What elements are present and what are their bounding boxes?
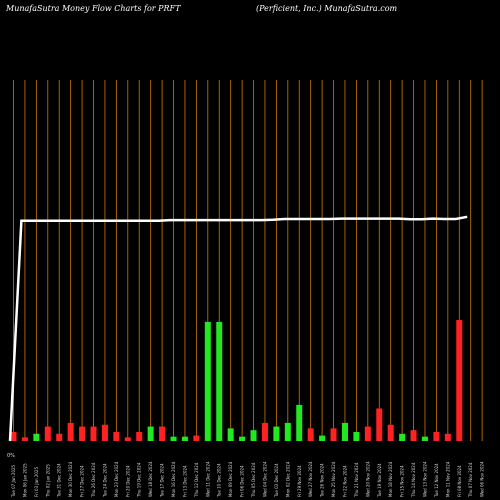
x-tick-label: Fri 03 Jan 2025 bbox=[34, 467, 39, 497]
money-flow-bar bbox=[261, 422, 268, 441]
x-tick-label: Mon 09 Dec 2024 bbox=[228, 461, 233, 497]
x-min-label: 0% bbox=[7, 453, 15, 459]
x-tick-label: Tue 10 Dec 2024 bbox=[217, 463, 222, 498]
money-flow-bar bbox=[33, 433, 40, 441]
money-flow-bar bbox=[147, 426, 154, 441]
money-flow-bar bbox=[193, 435, 200, 441]
money-flow-bar bbox=[387, 424, 394, 441]
x-tick-label: Mon 25 Nov 2024 bbox=[331, 461, 336, 497]
x-tick-label: Thu 19 Dec 2024 bbox=[137, 462, 142, 498]
money-flow-bar bbox=[433, 431, 440, 441]
x-tick-label: Thu 26 Dec 2024 bbox=[91, 462, 96, 498]
money-flow-bar bbox=[67, 422, 74, 441]
x-tick-label: Fri 20 Dec 2024 bbox=[125, 465, 130, 497]
money-flow-bar bbox=[444, 433, 451, 441]
x-tick-label: Tue 07 Jan 2025 bbox=[11, 464, 16, 498]
x-tick-label: Tue 17 Dec 2024 bbox=[160, 463, 165, 498]
x-tick-label: Fri 27 Dec 2024 bbox=[80, 465, 85, 497]
x-tick-label: Wed 27 Nov 2024 bbox=[308, 461, 313, 497]
x-tick-label: Wed 13 Nov 2024 bbox=[422, 461, 427, 497]
x-tick-label: Mon 23 Dec 2024 bbox=[114, 461, 119, 497]
money-flow-bar bbox=[10, 431, 17, 441]
money-flow-bar bbox=[181, 436, 188, 441]
money-flow-bar bbox=[239, 436, 246, 441]
money-flow-bar bbox=[319, 435, 326, 441]
money-flow-bar bbox=[90, 426, 97, 441]
x-tick-label: Wed 11 Dec 2024 bbox=[205, 461, 210, 497]
money-flow-bar bbox=[284, 422, 291, 441]
money-flow-bar bbox=[456, 320, 463, 441]
money-flow-bar bbox=[296, 404, 303, 441]
money-flow-bar bbox=[227, 428, 234, 441]
money-flow-bar bbox=[364, 426, 371, 441]
x-tick-label: Fri 13 Dec 2024 bbox=[182, 465, 187, 497]
money-flow-bar bbox=[170, 436, 177, 441]
money-flow-bar bbox=[353, 431, 360, 441]
money-flow-bar bbox=[250, 430, 257, 441]
x-tick-label: Wed 18 Dec 2024 bbox=[148, 461, 153, 497]
money-flow-bar bbox=[341, 422, 348, 441]
x-tick-label: Tue 24 Dec 2024 bbox=[102, 463, 107, 498]
x-tick-label: Fri 29 Nov 2024 bbox=[297, 465, 302, 497]
x-tick-label: Mon 18 Nov 2024 bbox=[388, 461, 393, 497]
chart-title: MunafaSutra Money Flow Charts for PRFT bbox=[6, 4, 181, 13]
x-tick-label: Thu 02 Jan 2025 bbox=[45, 464, 50, 498]
x-tick-label: Thu 07 Nov 2024 bbox=[468, 462, 473, 498]
price-line bbox=[8, 215, 468, 442]
x-tick-label: Tue 03 Dec 2024 bbox=[274, 463, 279, 498]
money-flow-bar bbox=[101, 424, 108, 441]
x-tick-label: Mon 06 Jan 2025 bbox=[22, 463, 27, 497]
x-tick-label: Fri 08 Nov 2024 bbox=[457, 465, 462, 497]
money-flow-bar bbox=[113, 431, 120, 441]
x-tick-label: Tue 26 Nov 2024 bbox=[320, 463, 325, 498]
money-flow-bar bbox=[136, 431, 143, 441]
x-tick-label: Mon 11 Nov 2024 bbox=[445, 461, 450, 497]
money-flow-bar bbox=[330, 428, 337, 441]
money-flow-bar bbox=[44, 426, 51, 441]
x-tick-label: Tue 31 Dec 2024 bbox=[57, 463, 62, 498]
money-flow-bar bbox=[307, 428, 314, 441]
money-flow-bar bbox=[376, 408, 383, 441]
money-flow-bar bbox=[399, 433, 406, 441]
money-flow-bar bbox=[410, 430, 417, 441]
x-tick-label: Tue 19 Nov 2024 bbox=[377, 463, 382, 498]
x-tick-label: Wed 04 Dec 2024 bbox=[262, 461, 267, 497]
x-tick-label: Wed 06 Nov 2024 bbox=[480, 461, 485, 497]
x-tick-label: Tue 12 Nov 2024 bbox=[434, 463, 439, 498]
money-flow-bar bbox=[21, 437, 28, 441]
money-flow-bar bbox=[273, 426, 280, 441]
x-tick-label: Mon 30 Dec 2024 bbox=[68, 461, 73, 497]
x-tick-label: Fri 06 Dec 2024 bbox=[240, 465, 245, 497]
x-tick-label: Thu 12 Dec 2024 bbox=[194, 462, 199, 498]
money-flow-bar bbox=[204, 321, 211, 441]
x-tick-label: Mon 02 Dec 2024 bbox=[285, 461, 290, 497]
x-tick-label: Thu 21 Nov 2024 bbox=[354, 462, 359, 498]
x-tick-label: Thu 05 Dec 2024 bbox=[251, 462, 256, 498]
money-flow-bar bbox=[159, 426, 166, 441]
chart-subtitle: (Perficient, Inc.) MunafaSutra.com bbox=[256, 4, 398, 13]
money-flow-bar bbox=[216, 321, 223, 441]
x-tick-label: Mon 16 Dec 2024 bbox=[171, 461, 176, 497]
x-tick-label: Thu 14 Nov 2024 bbox=[411, 462, 416, 498]
money-flow-bar bbox=[79, 426, 86, 441]
money-flow-bar bbox=[421, 436, 428, 441]
x-tick-label: Fri 22 Nov 2024 bbox=[342, 465, 347, 497]
money-flow-bar bbox=[56, 433, 63, 441]
x-tick-label: Fri 15 Nov 2024 bbox=[400, 465, 405, 497]
x-tick-label: Wed 20 Nov 2024 bbox=[365, 461, 370, 497]
money-flow-bar bbox=[124, 437, 131, 441]
